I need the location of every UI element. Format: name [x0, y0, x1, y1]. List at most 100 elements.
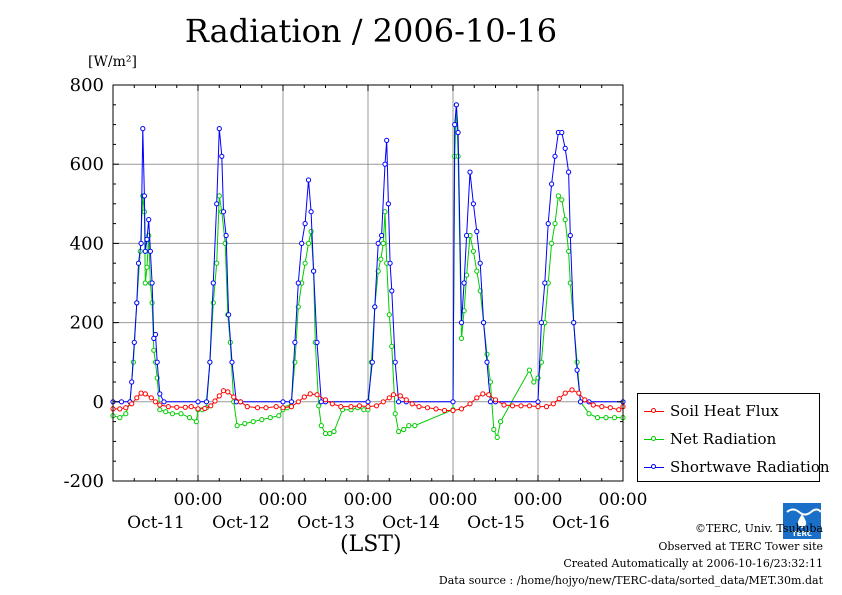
data-point: [123, 405, 129, 411]
data-point: [208, 403, 214, 409]
y-axis-unit: [W/m²]: [88, 54, 137, 70]
series-soil-heat-flux: [110, 387, 626, 414]
data-point: [226, 312, 232, 318]
data-point: [305, 177, 312, 183]
data-point: [134, 395, 140, 401]
data-point: [562, 390, 568, 396]
x-axis-label: (LST): [340, 532, 402, 557]
data-point: [535, 404, 541, 410]
terc-logo-icon: TERC: [783, 503, 821, 539]
data-point: [220, 388, 227, 394]
data-point: [186, 415, 193, 421]
data-point: [543, 404, 550, 410]
data-point: [295, 399, 301, 405]
data-point: [301, 394, 307, 400]
data-point: [389, 288, 395, 294]
data-point: [559, 129, 565, 136]
data-point: [375, 240, 381, 246]
data-point: [250, 419, 256, 425]
data-point: [566, 248, 572, 254]
data-point: [210, 300, 216, 306]
data-point: [361, 407, 367, 413]
x-tick-label-time: 00:00: [599, 490, 648, 510]
data-point: [295, 280, 301, 286]
data-point: [231, 394, 237, 400]
data-point: [142, 248, 148, 254]
data-point: [148, 395, 154, 401]
data-point: [484, 351, 490, 357]
data-point: [401, 426, 407, 433]
data-point: [210, 280, 216, 286]
data-point: [142, 391, 148, 397]
data-point: [149, 280, 155, 286]
data-point: [599, 404, 605, 410]
data-point: [470, 248, 476, 254]
data-point: [382, 209, 388, 215]
data-point: [267, 415, 273, 421]
data-point: [118, 399, 125, 405]
data-point: [318, 399, 324, 405]
data-point: [372, 304, 378, 310]
x-tick-label-date: Oct-13: [297, 513, 355, 533]
data-point: [582, 397, 588, 403]
data-point: [433, 406, 439, 412]
data-point: [144, 264, 150, 270]
data-point: [603, 415, 609, 421]
legend-item-shortwave-radiation: Shortwave Radiation: [644, 457, 830, 477]
x-tick-label-time: 00:00: [429, 490, 478, 510]
data-point: [389, 343, 395, 349]
data-point: [129, 379, 135, 385]
data-point: [308, 228, 314, 235]
data-point: [292, 339, 298, 345]
data-point: [552, 153, 558, 159]
data-point: [254, 405, 261, 411]
data-point: [365, 404, 371, 410]
data-point: [369, 359, 375, 365]
data-point: [538, 320, 545, 326]
data-point: [380, 240, 386, 246]
data-point: [390, 392, 397, 398]
data-point: [464, 232, 470, 239]
data-point: [365, 399, 371, 405]
data-point: [207, 359, 213, 365]
data-point: [263, 405, 269, 411]
data-point: [461, 280, 467, 286]
data-point: [549, 240, 555, 246]
data-point: [467, 401, 473, 407]
data-point: [387, 260, 393, 266]
data-point: [157, 391, 163, 397]
y-tick-label: -200: [64, 471, 104, 492]
data-point: [169, 411, 176, 417]
legend-item-net-radiation: Net Radiation: [644, 429, 776, 449]
data-point: [134, 300, 140, 306]
data-point: [403, 397, 409, 403]
x-tick-label-time: 00:00: [259, 490, 308, 510]
data-point: [424, 405, 431, 411]
data-point: [450, 407, 456, 414]
data-point: [474, 395, 480, 401]
data-point: [562, 217, 568, 223]
data-point: [259, 417, 265, 423]
data-point: [338, 404, 344, 410]
data-point: [467, 169, 473, 175]
data-point: [216, 393, 222, 399]
data-point: [531, 379, 537, 385]
data-point: [450, 399, 456, 405]
data-point: [379, 232, 385, 239]
data-point: [288, 399, 295, 405]
footer-source: Data source : /home/hojyo/new/TERC-data/…: [438, 574, 823, 587]
data-point: [214, 260, 220, 266]
data-point: [329, 401, 335, 407]
data-point: [416, 404, 422, 410]
data-point: [384, 137, 390, 143]
data-point: [484, 359, 490, 365]
data-point: [302, 221, 308, 227]
y-tick-label: 400: [70, 233, 104, 254]
data-point: [458, 320, 465, 326]
data-point: [152, 399, 159, 405]
data-point: [406, 423, 412, 429]
data-point: [458, 335, 465, 341]
data-point: [140, 126, 146, 132]
data-point: [123, 411, 129, 417]
data-point: [594, 415, 601, 421]
